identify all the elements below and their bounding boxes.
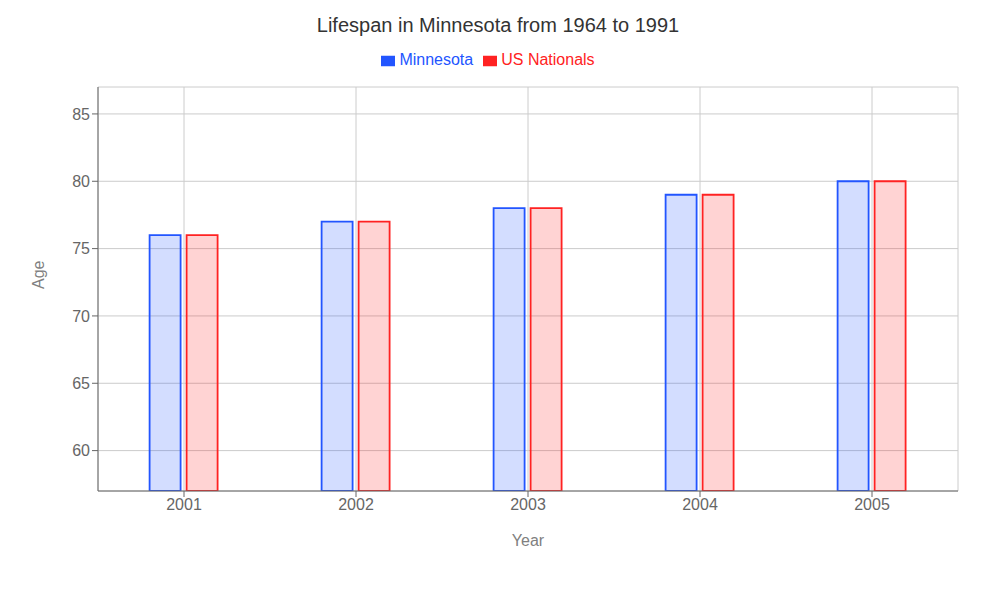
svg-text:2002: 2002	[338, 496, 374, 513]
html-text:Lifespan in Minnesota from 196: Lifespan in Minnesota from 1964 to 1991	[316, 14, 680, 36]
svg-text:85: 85	[72, 106, 90, 123]
svg-text:2004: 2004	[682, 496, 718, 513]
html-text:Minnesota: Minnesota	[399, 51, 474, 68]
svg-text:2005: 2005	[854, 496, 890, 513]
svg-text:75: 75	[72, 240, 90, 257]
svg-text:80: 80	[72, 173, 90, 190]
svg-text:60: 60	[72, 442, 90, 459]
svg-text:Age: Age	[30, 260, 47, 289]
html-text:US Nationals: US Nationals	[501, 51, 595, 68]
svg-text:Year: Year	[512, 532, 545, 549]
svg-text:65: 65	[72, 375, 90, 392]
svg-text:2001: 2001	[166, 496, 202, 513]
svg-text:2003: 2003	[510, 496, 546, 513]
svg-text:70: 70	[72, 308, 90, 325]
